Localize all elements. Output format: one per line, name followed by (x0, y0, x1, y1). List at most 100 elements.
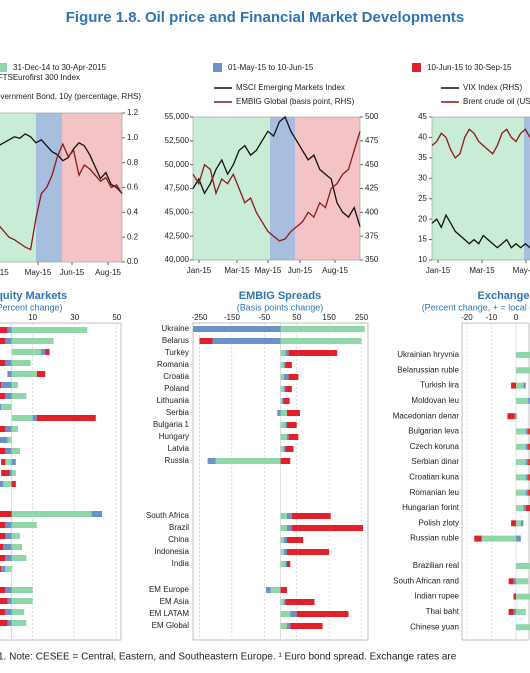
bar-segment (9, 470, 12, 476)
period-shade (0, 113, 36, 262)
category-label: Hungarian forint (402, 503, 460, 512)
bar-segment (5, 609, 12, 615)
bar-segment (11, 522, 37, 528)
legend-label: VIX Index (RHS) (463, 83, 522, 92)
bar-segment (280, 446, 284, 452)
bar-segment (0, 481, 4, 487)
bar-segment (285, 362, 292, 368)
bar-segment (91, 511, 103, 517)
y-tick-label: 45,000 (165, 207, 190, 216)
bar-segment (199, 338, 213, 344)
series-line (192, 115, 361, 227)
bar-segment (7, 620, 12, 626)
y-tick-label: 35 (418, 153, 427, 162)
bar-segment (285, 599, 315, 605)
line-chart: 0.0 0.2 0.4 0.6 0.8 1.0 1.2 Mar-15 May-15 Jun-15 A… (0, 73, 141, 277)
y-tick-label: 40,000 (165, 255, 190, 264)
bar-segment (45, 349, 50, 355)
bar-segment (290, 611, 297, 617)
series-line (431, 128, 530, 159)
bar-segment (523, 505, 526, 511)
y-tick-label: 30 (418, 173, 427, 182)
bar-segment (11, 481, 16, 487)
bar-segment (286, 525, 292, 531)
series-line (0, 142, 123, 251)
bar-segment (1, 470, 10, 476)
category-label: EM LATAM (149, 609, 189, 618)
legend-swatch (412, 63, 421, 72)
bar-segment (528, 397, 530, 404)
bar-segment (270, 587, 281, 593)
category-label: Belarus (162, 336, 189, 345)
period-shade (62, 113, 122, 262)
period-shade (295, 117, 360, 260)
bar-segment (280, 350, 286, 356)
bar-segment (5, 338, 12, 344)
bar-segment (11, 448, 21, 454)
bar-segment (5, 587, 12, 593)
y2-tick-label: 0.2 (127, 232, 139, 241)
bar-segment (212, 338, 281, 344)
y-tick-label: 15 (418, 235, 427, 244)
period-shade (193, 117, 270, 260)
bar-segment (5, 522, 12, 528)
line-chart: 40,000 42,500 45,000 47,500 50,000 52,500 55,0… (165, 83, 379, 275)
chart-title: EMBIG Spreads (239, 290, 322, 302)
bar-segment (285, 561, 287, 567)
bar-segment (283, 599, 286, 605)
line-chart: 10 15 20 25 30 35 40 45 Jan-15 Mar-15 May-15 VIX In… (418, 83, 530, 275)
category-label: South African rand (393, 576, 459, 585)
bar-segment (513, 578, 516, 585)
category-label: Serbian dinar (411, 457, 459, 466)
y-tick-label: 50,000 (165, 160, 190, 169)
bar-segment (5, 448, 12, 454)
bar-segment (280, 374, 284, 380)
bar-segment (286, 434, 289, 440)
x-tick-label: Aug-15 (95, 268, 121, 277)
chart-subtitle: (Percent change) (0, 302, 63, 312)
bar-segment (280, 561, 286, 567)
bar-segment (0, 522, 6, 528)
bar-segment (282, 398, 284, 404)
bar-segment (528, 443, 530, 450)
y2-tick-label: 0.8 (127, 158, 139, 167)
figure-title: Figure 1.8. Oil price and Financial Mark… (66, 9, 464, 26)
chart-subtitle: (Percent change, + = local currency appr… (422, 302, 530, 312)
bar-segment (3, 544, 12, 550)
legend-label: Government Bond, 10y (percentage, RHS) (0, 92, 141, 101)
bar-segment (0, 598, 8, 604)
y-tick-label: 55,000 (165, 112, 190, 121)
bar-segment (290, 623, 323, 629)
x-tick-label: Jun-15 (288, 266, 313, 275)
bar-segment (515, 397, 529, 404)
category-label: Brazil (169, 523, 189, 532)
bar-segment (280, 458, 291, 464)
bar-segment (513, 608, 516, 615)
x-tick-label: 30 (70, 313, 79, 322)
y2-tick-label: 0.0 (127, 257, 139, 266)
category-label: EM Asia (160, 597, 190, 606)
x-tick-label: 50 (292, 313, 301, 322)
bar-segment (286, 537, 304, 543)
bar-segment (11, 598, 33, 604)
x-tick-label: Jun-15 (60, 268, 85, 277)
category-label: Russia (165, 456, 190, 465)
bar-segment (280, 386, 284, 392)
x-tick-label: Jan-15 (187, 266, 212, 275)
category-label: India (172, 559, 190, 568)
bar-segment (515, 428, 526, 435)
bar-segment (515, 593, 530, 600)
bar-segment (528, 489, 530, 496)
legend-swatch (0, 63, 7, 72)
bar-segment (515, 624, 530, 631)
bar-segment (280, 422, 286, 428)
period-shade (524, 117, 530, 260)
y-tick-label: 20 (418, 214, 427, 223)
category-label: Bulgarian leva (408, 427, 459, 436)
y2-tick-label: 400 (365, 207, 379, 216)
bar-segment (285, 350, 289, 356)
plot-frame (461, 322, 530, 641)
bar-chart: Exchange Rates(Percent change, + = local… (393, 290, 530, 641)
bar-segment (515, 382, 524, 389)
y-tick-label: 47,500 (165, 184, 190, 193)
